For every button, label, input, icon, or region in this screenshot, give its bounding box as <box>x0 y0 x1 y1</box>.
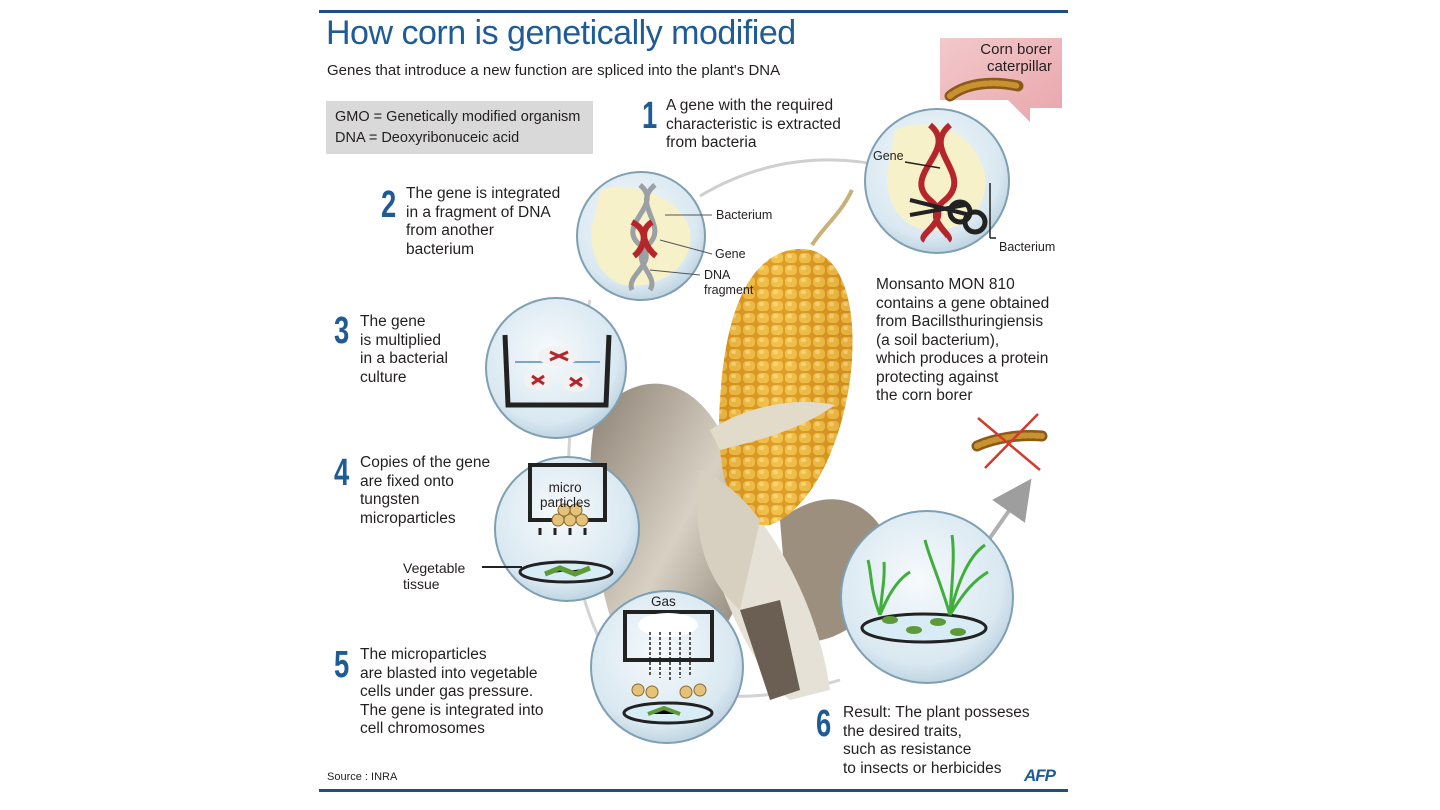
step-line: The gene <box>360 313 426 330</box>
step-line: The microparticles <box>360 646 487 663</box>
note-line: contains a gene obtained <box>876 294 1050 312</box>
step-line: microparticles <box>360 509 456 527</box>
note-line: (a soil bacterium), <box>876 331 1000 349</box>
step-line: tungsten <box>360 491 420 508</box>
step3-text: The gene is multiplied in a bacterial cu… <box>360 313 448 387</box>
step-line: bacterium <box>406 240 475 258</box>
top-rule <box>319 10 1068 13</box>
label-line: DNA <box>704 268 731 282</box>
step-line: culture <box>360 368 407 386</box>
step-line: The gene is integrated into <box>360 701 544 719</box>
step4-text: Copies of the gene are fixed onto tungst… <box>360 454 490 528</box>
bottom-rule <box>319 789 1068 792</box>
step3-illustration <box>485 297 627 439</box>
step5-number: 5 <box>334 644 350 686</box>
step-line: The gene is integrated <box>406 185 561 202</box>
note-line: which produces a protein <box>876 350 1049 367</box>
corn-borer-label-line: Corn borer <box>980 41 1052 58</box>
label-gas: Gas <box>651 594 676 609</box>
note-line: protecting against <box>876 368 999 386</box>
step6-illustration <box>840 510 1014 684</box>
label-line: micro <box>548 480 582 495</box>
step6-text: Result: The plant posseses the desired t… <box>843 704 1030 778</box>
label-line: fragment <box>704 283 754 297</box>
step-line: Result: The plant posseses <box>843 704 1030 721</box>
page-title: How corn is genetically modified <box>326 14 796 52</box>
step1-number: 1 <box>642 95 658 137</box>
monsanto-note: Monsanto MON 810 contains a gene obtaine… <box>876 276 1049 406</box>
step-line: in a bacterial <box>360 350 448 367</box>
step6-number: 6 <box>816 703 832 745</box>
afp-logo: AFP <box>1024 766 1056 785</box>
step3-number: 3 <box>334 310 350 352</box>
glossary-dna: DNA = Deoxyribonuceic acid <box>335 130 520 146</box>
step5-text: The microparticles are blasted into vege… <box>360 646 544 739</box>
label-line: tissue <box>403 576 440 592</box>
step4-number: 4 <box>334 452 350 494</box>
label-vegetable-tissue: Vegetable tissue <box>403 560 465 592</box>
step2-text: The gene is integrated in a fragment of … <box>406 185 560 259</box>
label-gene-step2: Gene <box>715 247 746 261</box>
label-line: Vegetable <box>403 560 466 576</box>
step-line: from bacteria <box>666 134 757 151</box>
step-line: to insects or herbicides <box>843 759 1002 777</box>
step-line: from another <box>406 222 494 239</box>
step2-number: 2 <box>381 184 397 226</box>
step-line: cell chromosomes <box>360 720 485 737</box>
step-line: in a fragment of DNA <box>406 203 551 221</box>
source-credit: Source : INRA <box>327 771 398 783</box>
note-line: from Bacillsthuringiensis <box>876 313 1044 330</box>
label-dna-fragment: DNA fragment <box>704 268 753 298</box>
corn-borer-label: Corn borer caterpillar <box>958 41 1052 75</box>
step4-illustration <box>482 456 640 602</box>
step-line: cells under gas pressure. <box>360 683 534 700</box>
step1-illustration <box>864 108 1010 254</box>
step-line: are blasted into vegetable <box>360 664 538 682</box>
label-bacterium-step1: Bacterium <box>999 240 1056 254</box>
step5-illustration <box>590 590 744 744</box>
glossary-box: GMO = Genetically modified organism DNA … <box>326 101 593 154</box>
step-line: such as resistance <box>843 741 972 758</box>
step-line: characteristic is extracted <box>666 115 841 133</box>
note-line: Monsanto MON 810 <box>876 276 1015 293</box>
glossary-gmo: GMO = Genetically modified organism <box>335 109 581 125</box>
label-gene-step1: Gene <box>873 149 904 163</box>
label-micro-particles: micro particles <box>540 480 590 510</box>
step-line: Copies of the gene <box>360 454 491 471</box>
crossed-caterpillar-icon <box>971 413 1048 471</box>
step-line: is multiplied <box>360 331 441 349</box>
corn-borer-label-line: caterpillar <box>986 58 1052 75</box>
step2-illustration <box>576 171 713 301</box>
label-bacterium-step2: Bacterium <box>716 208 773 222</box>
page-subtitle: Genes that introduce a new function are … <box>327 62 781 79</box>
corn-borer-panel <box>940 38 1062 122</box>
step-line: are fixed onto <box>360 472 454 490</box>
step-line: the desired traits, <box>843 722 962 740</box>
note-line: the corn borer <box>876 387 973 404</box>
step-line: A gene with the required <box>666 97 834 114</box>
step1-text: A gene with the required characteristic … <box>666 97 841 153</box>
label-line: particles <box>540 495 591 510</box>
